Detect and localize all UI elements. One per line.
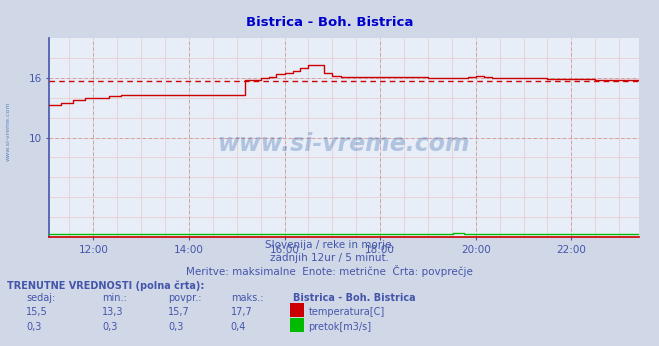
Text: min.:: min.: [102,293,127,303]
Text: 15,5: 15,5 [26,307,48,317]
Text: 0,3: 0,3 [102,322,117,333]
Text: Bistrica - Boh. Bistrica: Bistrica - Boh. Bistrica [293,293,416,303]
Text: 0,3: 0,3 [168,322,183,333]
Text: Bistrica - Boh. Bistrica: Bistrica - Boh. Bistrica [246,16,413,29]
Text: 13,3: 13,3 [102,307,124,317]
Text: temperatura[C]: temperatura[C] [308,307,385,317]
Text: TRENUTNE VREDNOSTI (polna črta):: TRENUTNE VREDNOSTI (polna črta): [7,281,204,291]
Text: sedaj:: sedaj: [26,293,55,303]
Text: 15,7: 15,7 [168,307,190,317]
Text: maks.:: maks.: [231,293,263,303]
Text: Slovenija / reke in morje.: Slovenija / reke in morje. [264,240,395,251]
Text: pretok[m3/s]: pretok[m3/s] [308,322,372,333]
Text: Meritve: maksimalne  Enote: metrične  Črta: povprečje: Meritve: maksimalne Enote: metrične Črta… [186,265,473,277]
Text: 17,7: 17,7 [231,307,252,317]
Text: povpr.:: povpr.: [168,293,202,303]
Text: www.si-vreme.com: www.si-vreme.com [218,131,471,155]
Text: zadnjih 12ur / 5 minut.: zadnjih 12ur / 5 minut. [270,253,389,263]
Text: 0,3: 0,3 [26,322,42,333]
Text: www.si-vreme.com: www.si-vreme.com [5,102,11,161]
Text: 0,4: 0,4 [231,322,246,333]
